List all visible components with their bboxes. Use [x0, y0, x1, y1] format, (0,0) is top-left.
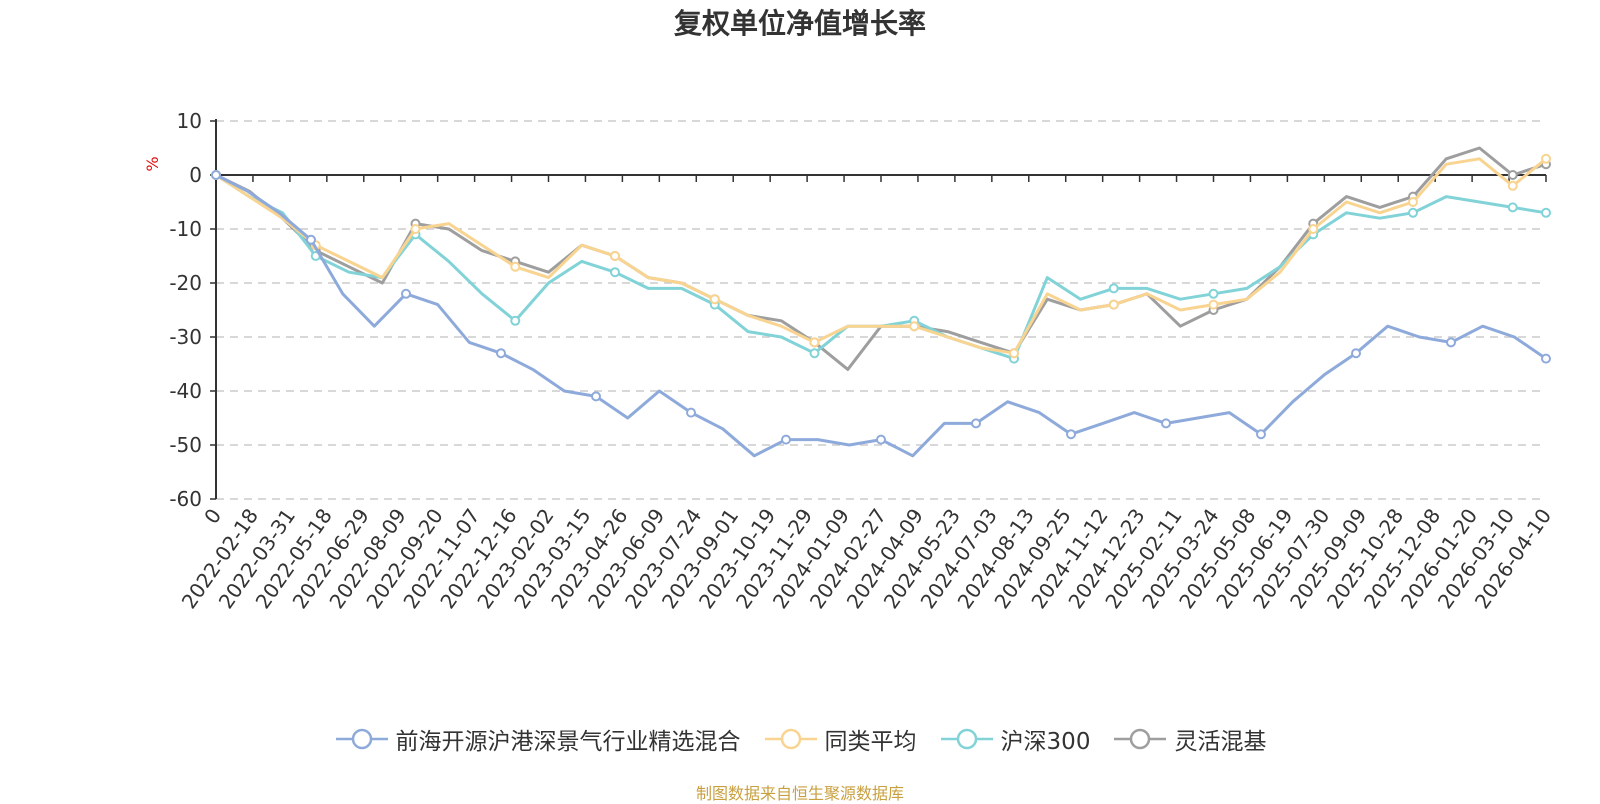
series-point: [496, 348, 506, 359]
legend-line-marker-icon: [940, 728, 993, 750]
legend-item-label: 前海开源沪港深景气行业精选混合: [395, 729, 741, 755]
series-point: [876, 434, 886, 445]
y-tick-label: -30: [169, 325, 202, 349]
y-axis-unit-label: %: [143, 156, 162, 171]
series-1: [211, 153, 1551, 359]
series-point: [1541, 153, 1551, 164]
series-point: [401, 288, 411, 299]
series-point: [1408, 207, 1418, 218]
y-tick-label: 0: [189, 163, 202, 187]
data-source-note: 制图数据来自恒生聚源数据库: [695, 784, 904, 803]
series-point: [1009, 348, 1019, 359]
chart-title: 复权单位净值增长率: [673, 7, 926, 40]
series-point: [211, 170, 221, 180]
y-tick-label: -40: [169, 379, 202, 403]
series-point: [1308, 224, 1319, 234]
series-point: [909, 321, 920, 332]
legend-item-label: 同类平均: [824, 729, 917, 755]
series-point: [809, 337, 820, 348]
series-point: [1208, 288, 1219, 299]
series-point: [1408, 197, 1418, 207]
series-point: [1541, 207, 1551, 218]
series-point: [591, 391, 601, 402]
legend: 前海开源沪港深景气行业精选混合 同类平均 沪深300 灵活混基: [0, 722, 1600, 756]
series-point: [686, 407, 696, 418]
legend-item-label: 灵活混基: [1174, 729, 1267, 755]
series-point: [971, 418, 981, 429]
y-tick-label: -20: [169, 271, 202, 295]
series-point: [306, 234, 316, 245]
legend-line-marker-icon: [335, 728, 388, 750]
series-point: [1108, 299, 1119, 310]
series-point: [781, 434, 791, 445]
axes: [210, 119, 1547, 500]
series-point: [510, 261, 521, 272]
series-0: [211, 170, 1551, 458]
legend-line-marker-icon: [1114, 728, 1167, 750]
legend-item[interactable]: 前海开源沪港深景气行业精选混合: [334, 722, 741, 756]
series-point: [1066, 429, 1076, 440]
y-tick-label: -10: [169, 217, 202, 241]
series-point: [1446, 337, 1456, 348]
y-tick-label: -50: [169, 433, 202, 457]
series-point: [1108, 283, 1119, 294]
legend-item[interactable]: 灵活混基: [1112, 722, 1266, 756]
legend-item-label: 沪深300: [1000, 729, 1091, 755]
series-point: [1507, 170, 1518, 180]
series-lines: [211, 146, 1551, 458]
series-point: [610, 251, 620, 261]
series-point: [1507, 202, 1518, 213]
series-point: [1507, 180, 1518, 191]
y-tick-label: 10: [177, 109, 202, 133]
series-point: [709, 294, 720, 305]
series-point: [809, 348, 820, 359]
series-line: [215, 157, 1547, 355]
x-tick-label: 0: [199, 504, 226, 528]
series-point: [1208, 299, 1219, 310]
line-chart: 10 0 -10 -20 -30 -40 -50 -60 02022-02-182022-03…: [143, 109, 1556, 613]
series-point: [1351, 348, 1361, 359]
legend-item[interactable]: 同类平均: [763, 722, 917, 756]
series-point: [510, 315, 521, 326]
legend-line-marker-icon: [764, 728, 817, 750]
series-point: [1161, 418, 1171, 429]
y-tick-labels: 10 0 -10 -20 -30 -40 -50 -60: [169, 109, 202, 511]
series-point: [410, 224, 421, 234]
y-tick-label: -60: [169, 487, 202, 511]
series-line: [215, 173, 1547, 458]
series-2: [211, 170, 1551, 364]
x-tick-labels: 02022-02-182022-03-312022-05-182022-06-2…: [177, 504, 1556, 613]
legend-item[interactable]: 沪深300: [939, 722, 1091, 756]
series-point: [1541, 353, 1551, 364]
series-point: [610, 267, 620, 278]
series-point: [1256, 429, 1266, 440]
